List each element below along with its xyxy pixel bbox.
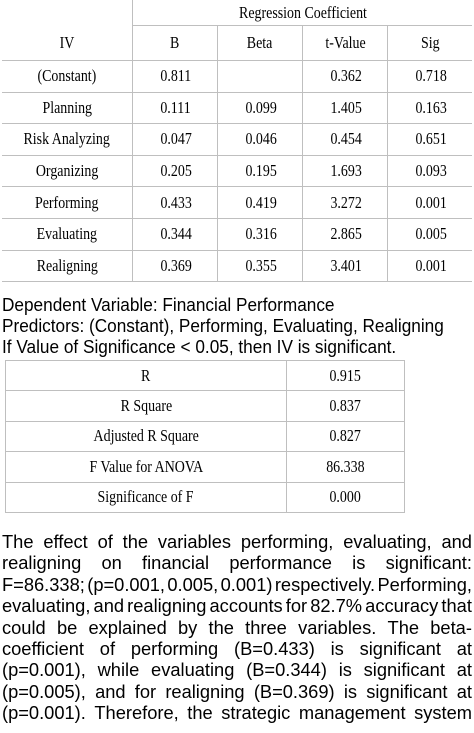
sig-cell: 0.005: [387, 218, 472, 251]
b-cell: 0.111: [132, 92, 219, 125]
sig-cell: 0.718: [387, 60, 472, 93]
sig-cell: 0.093: [387, 155, 472, 188]
header-spacer: [2, 0, 133, 26]
t-value-cell: 1.405: [302, 92, 389, 125]
summary-label: Significance of F: [5, 481, 287, 513]
beta-cell: 0.355: [217, 250, 304, 283]
summary-value: 0.837: [286, 390, 405, 422]
iv-cell: Evaluating: [2, 218, 133, 251]
paragraph-line: coefficient of performing (B=0.433) is signif…: [2, 638, 472, 660]
table-row: Adjusted R Square 0.827: [5, 420, 405, 453]
b-cell: 0.344: [132, 218, 219, 251]
table-row: (Constant) 0.811 0.362 0.718: [2, 60, 472, 93]
summary-value: 86.338: [286, 451, 405, 483]
table-row: Planning 0.111 0.099 1.405 0.163: [2, 92, 472, 125]
t-value-cell: 0.454: [302, 123, 389, 156]
paragraph-line: (p=0.001). Therefore, the strategic manageme…: [2, 702, 472, 724]
paragraph-line: (p=0.001), while evaluating (B=0.344) is sign…: [2, 659, 472, 681]
table-row: Risk Analyzing 0.047 0.046 0.454 0.651: [2, 123, 472, 156]
column-header-t-value: t-Value: [302, 25, 389, 61]
iv-cell: (Constant): [2, 60, 133, 93]
beta-cell: [217, 60, 304, 93]
beta-cell: 0.316: [217, 218, 304, 251]
sig-cell: 0.001: [387, 186, 472, 219]
table-row: Realigning 0.369 0.355 3.401 0.001: [2, 250, 472, 283]
model-summary-table: R 0.915 R Square 0.837 Adjusted R Square…: [5, 359, 405, 513]
t-value-cell: 2.865: [302, 218, 389, 251]
iv-cell: Performing: [2, 186, 133, 219]
summary-value: 0.827: [286, 420, 405, 453]
paragraph-line: evaluating, and realigning accounts for 82.7%…: [2, 595, 472, 617]
paragraph-line: realigning on financial performance is signif…: [2, 552, 472, 574]
regression-coefficient-header: Regression Coefficient: [132, 0, 472, 26]
iv-cell: Planning: [2, 92, 133, 125]
paragraph-line: F=86.338; (p=0.001, 0.005, 0.001) respective…: [2, 573, 472, 595]
summary-label: R Square: [5, 390, 287, 422]
sig-cell: 0.163: [387, 92, 472, 125]
summary-label: F Value for ANOVA: [5, 451, 287, 483]
iv-cell: Realigning: [2, 250, 133, 283]
b-cell: 0.047: [132, 123, 219, 156]
table-row: Evaluating 0.344 0.316 2.865 0.005: [2, 218, 472, 251]
summary-value: 0.000: [286, 481, 405, 513]
sig-cell: 0.001: [387, 250, 472, 283]
paragraph-line: The effect of the variables performing, evalua…: [2, 531, 472, 552]
column-header-iv: IV: [2, 25, 133, 61]
column-header-beta: Beta: [217, 25, 304, 61]
summary-value: 0.915: [286, 359, 405, 392]
iv-cell: Organizing: [2, 155, 133, 188]
paragraph-line: (p=0.005), and for realigning (B=0.369) is sig…: [2, 680, 472, 702]
regression-coefficient-table: Regression Coefficient IV B Beta t-Value…: [2, 0, 472, 283]
beta-cell: 0.419: [217, 186, 304, 219]
summary-label: Adjusted R Square: [5, 420, 287, 453]
b-cell: 0.811: [132, 60, 219, 93]
body-paragraph: The effect of the variables performing, evalua…: [2, 531, 472, 724]
b-cell: 0.369: [132, 250, 219, 283]
paragraph-line: could be explained by the three variables. The b…: [2, 616, 472, 638]
t-value-cell: 1.693: [302, 155, 389, 188]
table-row: Significance of F 0.000: [5, 481, 405, 513]
table-row: Performing 0.433 0.419 3.272 0.001: [2, 186, 472, 219]
table-row: Organizing 0.205 0.195 1.693 0.093: [2, 155, 472, 188]
iv-cell: Risk Analyzing: [2, 123, 133, 156]
b-cell: 0.205: [132, 155, 219, 188]
beta-cell: 0.099: [217, 92, 304, 125]
beta-cell: 0.195: [217, 155, 304, 188]
beta-cell: 0.046: [217, 123, 304, 156]
column-header-b: B: [132, 25, 219, 61]
predictors-note: Predictors: (Constant), Performing, Eval…: [2, 315, 444, 336]
dependent-variable-note: Dependent Variable: Financial Performanc…: [2, 294, 335, 315]
summary-label: R: [5, 359, 287, 392]
table-row: R Square 0.837: [5, 390, 405, 422]
b-cell: 0.433: [132, 186, 219, 219]
significance-rule-note: If Value of Significance < 0.05, then IV…: [2, 336, 397, 357]
t-value-cell: 3.272: [302, 186, 389, 219]
sig-cell: 0.651: [387, 123, 472, 156]
t-value-cell: 3.401: [302, 250, 389, 283]
t-value-cell: 0.362: [302, 60, 389, 93]
column-header-sig: Sig: [387, 25, 472, 61]
table-row: F Value for ANOVA 86.338: [5, 451, 405, 483]
table-row: R 0.915: [5, 359, 405, 392]
